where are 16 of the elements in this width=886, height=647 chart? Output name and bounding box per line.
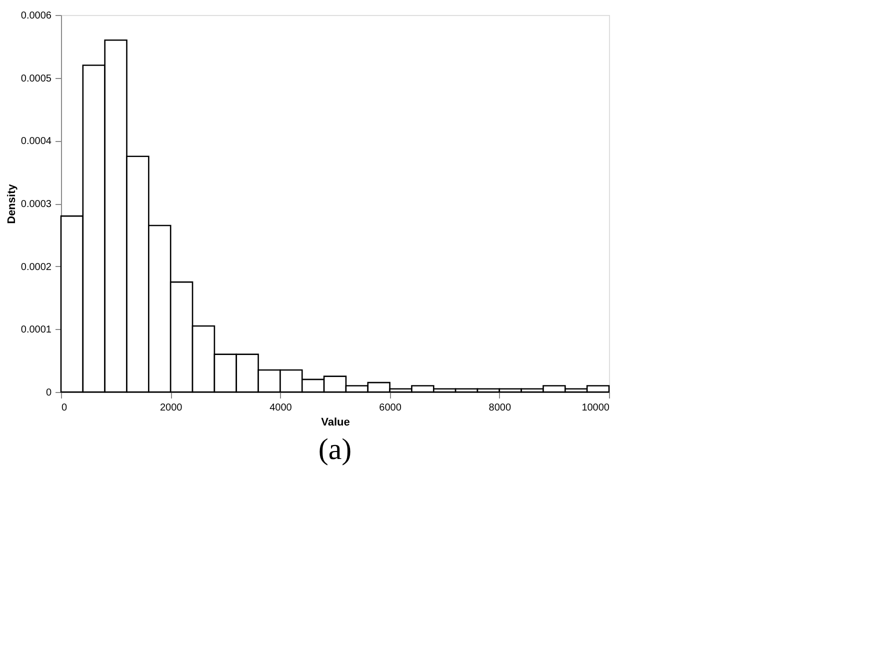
x-tick-label: 10000 — [582, 402, 610, 414]
y-tick-label: 0.0002 — [20, 262, 52, 273]
x-tick-label: 0 — [62, 402, 68, 414]
y-tick-label: 0.0003 — [20, 199, 52, 210]
x-axis-title: Value — [321, 416, 350, 428]
x-tick-label: 4000 — [270, 402, 292, 414]
y-tick-label: 0.0001 — [20, 324, 52, 336]
y-tick-label: 0 — [46, 388, 52, 398]
x-tick-label: 8000 — [488, 402, 512, 414]
y-tick-label: 0.0006 — [20, 10, 52, 22]
y-axis-title: Density — [6, 183, 18, 224]
text: (a) — [318, 433, 352, 466]
y-tick-label: 0.0005 — [20, 73, 52, 84]
y-tick-label: 0.0004 — [20, 136, 52, 148]
x-tick-label: 2000 — [160, 402, 183, 414]
x-tick-label: 6000 — [379, 402, 402, 414]
